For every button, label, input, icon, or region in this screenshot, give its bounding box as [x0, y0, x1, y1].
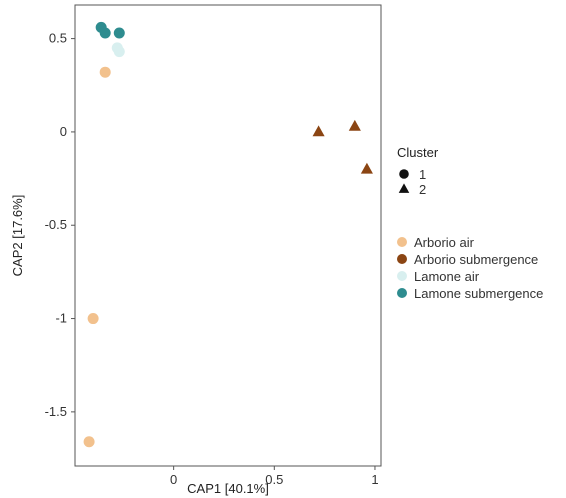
cluster-legend-key	[398, 183, 410, 193]
data-points	[83, 21, 373, 448]
cluster-legend-label: 2	[419, 182, 426, 197]
group-legend-key	[397, 254, 407, 264]
x-tick-label: 0	[170, 472, 177, 487]
y-tick-label: -1	[55, 311, 67, 326]
group-legend-key	[397, 237, 407, 247]
data-point	[87, 313, 99, 325]
y-tick-label: 0.5	[49, 31, 67, 46]
x-tick-label: 0.5	[265, 472, 283, 487]
group-legend-label: Arborio submergence	[414, 252, 538, 267]
data-point	[312, 125, 325, 137]
cluster-legend-key	[399, 169, 409, 179]
group-legend-key	[397, 288, 407, 298]
data-point	[83, 436, 95, 448]
plot-panel	[74, 4, 382, 467]
x-axis: 0 0.5 1	[170, 466, 379, 487]
data-point	[99, 66, 111, 78]
data-point	[348, 119, 361, 131]
group-legend: Arborio air Arborio submergence Lamone air…	[397, 235, 543, 301]
x-axis-title: CAP1 [40.1%]	[187, 481, 269, 496]
y-axis-title: CAP2 [17.6%]	[10, 195, 25, 277]
y-tick-label: 0	[60, 124, 67, 139]
data-point	[113, 27, 125, 39]
y-tick-label: -0.5	[45, 217, 67, 232]
group-legend-label: Lamone air	[414, 269, 480, 284]
x-tick-label: 1	[371, 472, 378, 487]
plot-frame	[74, 4, 382, 467]
cluster-legend-title: Cluster	[397, 145, 439, 160]
data-point	[99, 27, 111, 39]
y-axis: 0.5 0 -0.5 -1 -1.5	[45, 31, 75, 419]
data-point	[360, 162, 373, 174]
cluster-legend-label: 1	[419, 167, 426, 182]
y-tick-label: -1.5	[45, 404, 67, 419]
group-legend-key	[397, 271, 407, 281]
cluster-legend: 12	[398, 167, 426, 197]
data-point	[111, 42, 123, 54]
group-legend-label: Lamone submergence	[414, 286, 543, 301]
group-legend-label: Arborio air	[414, 235, 475, 250]
